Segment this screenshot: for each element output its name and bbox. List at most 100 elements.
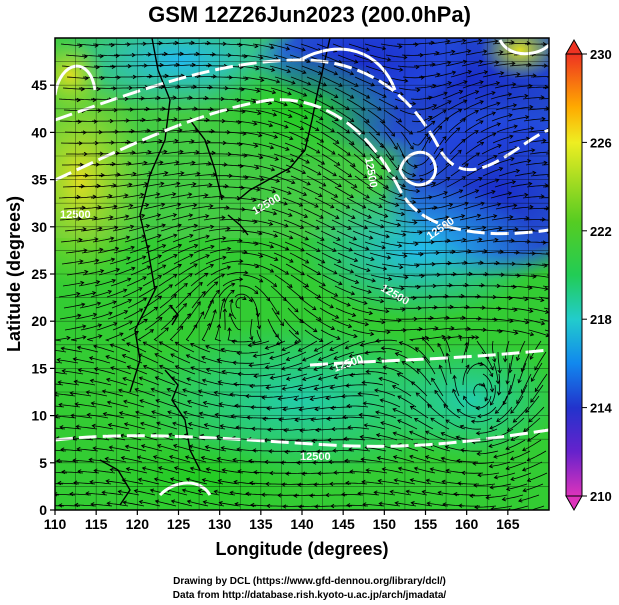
streamline [480, 329, 502, 332]
streamline [526, 285, 548, 290]
streamline-arrowhead [78, 237, 83, 243]
streamline-arrowhead [303, 214, 309, 219]
streamline-arrowhead [398, 243, 403, 248]
colorbar-tick-label: 226 [590, 135, 612, 150]
streamline [370, 175, 389, 189]
streamline [104, 333, 124, 342]
streamline-arrowhead [557, 322, 560, 325]
streamline [237, 164, 259, 169]
streamline-arrowhead [57, 380, 62, 385]
streamline [381, 263, 403, 268]
streamline-arrowhead [170, 499, 176, 504]
streamline-arrowhead [363, 225, 369, 230]
streamline-arrowhead [284, 124, 289, 129]
streamline-arrowhead [300, 449, 305, 455]
streamline-arrowhead [298, 202, 304, 207]
streamline-arrowhead [268, 449, 273, 454]
streamline-arrowhead [285, 356, 291, 362]
streamline-arrowhead [392, 431, 397, 436]
streamline [434, 390, 449, 408]
streamline-arrowhead [311, 438, 316, 444]
streamline-arrowhead [333, 470, 338, 475]
streamline-arrowhead [179, 325, 184, 330]
streamline [481, 251, 503, 254]
streamline-arrowhead [248, 458, 253, 464]
streamline-arrowhead [322, 82, 327, 87]
streamline-arrowhead [397, 118, 403, 123]
streamline-arrowhead [451, 49, 456, 55]
streamline-arrowhead [351, 312, 357, 317]
streamline-arrowhead [495, 81, 501, 86]
streamline-arrowhead [416, 368, 421, 373]
streamline-arrowhead [362, 502, 367, 507]
streamline-arrowhead [232, 360, 237, 365]
streamline [354, 274, 376, 282]
streamline [220, 43, 243, 46]
streamline [301, 65, 322, 75]
streamline-arrowhead [84, 269, 89, 275]
streamline [61, 347, 83, 353]
streamline [490, 384, 496, 406]
streamline [112, 225, 134, 232]
streamline [450, 163, 469, 177]
streamline [542, 285, 549, 288]
streamline [237, 263, 259, 268]
streamline [433, 251, 455, 254]
streamline [410, 479, 432, 485]
streamline [320, 329, 341, 340]
streamline [239, 208, 261, 213]
streamline-arrowhead [142, 255, 147, 260]
streamline-arrowhead [541, 217, 546, 222]
streamline-arrowhead [209, 299, 214, 304]
streamline [268, 241, 289, 250]
streamline [304, 329, 323, 342]
streamline [235, 120, 257, 125]
streamline [270, 373, 292, 379]
streamline-arrowhead [283, 102, 288, 107]
streamline [171, 119, 193, 122]
streamline [401, 252, 423, 255]
streamline-arrowhead [496, 101, 501, 106]
streamline-arrowhead [218, 500, 223, 506]
streamline [314, 340, 334, 352]
streamline [447, 306, 470, 309]
streamline-arrowhead [193, 243, 199, 249]
streamline [90, 380, 112, 386]
streamline [241, 153, 263, 159]
streamline [317, 164, 337, 177]
streamline-arrowhead [57, 480, 62, 486]
streamline-arrowhead [365, 47, 370, 52]
streamline [338, 76, 359, 87]
streamline-arrowhead [272, 112, 278, 117]
streamline-arrowhead [491, 111, 497, 116]
streamline-arrowhead [252, 448, 257, 453]
streamline-arrowhead [475, 431, 480, 436]
streamline [449, 250, 471, 254]
streamline-arrowhead [398, 341, 404, 346]
streamline-arrowhead [246, 415, 251, 420]
streamline-arrowhead [190, 366, 195, 371]
streamline-arrowhead [397, 395, 402, 400]
streamline-arrowhead [81, 302, 86, 307]
streamline-arrowhead [491, 91, 496, 96]
streamline [335, 208, 355, 219]
streamline [187, 500, 209, 507]
streamline-arrowhead [448, 202, 454, 208]
streamline-arrowhead [354, 59, 359, 64]
streamline [514, 172, 536, 177]
streamline [341, 395, 364, 397]
streamline [430, 284, 453, 287]
streamline-arrowhead [516, 273, 521, 278]
streamline-arrowhead [331, 225, 336, 230]
streamline [521, 373, 532, 393]
streamline-arrowhead [193, 203, 198, 208]
streamline-arrowhead [138, 287, 143, 292]
streamline-arrowhead [220, 347, 225, 353]
streamline [63, 207, 85, 210]
streamline-arrowhead [92, 291, 97, 296]
streamline-arrowhead [294, 330, 300, 335]
streamline-arrowhead [399, 67, 404, 72]
streamline-arrowhead [368, 184, 374, 189]
streamline-arrowhead [362, 401, 367, 406]
streamline [525, 162, 547, 166]
